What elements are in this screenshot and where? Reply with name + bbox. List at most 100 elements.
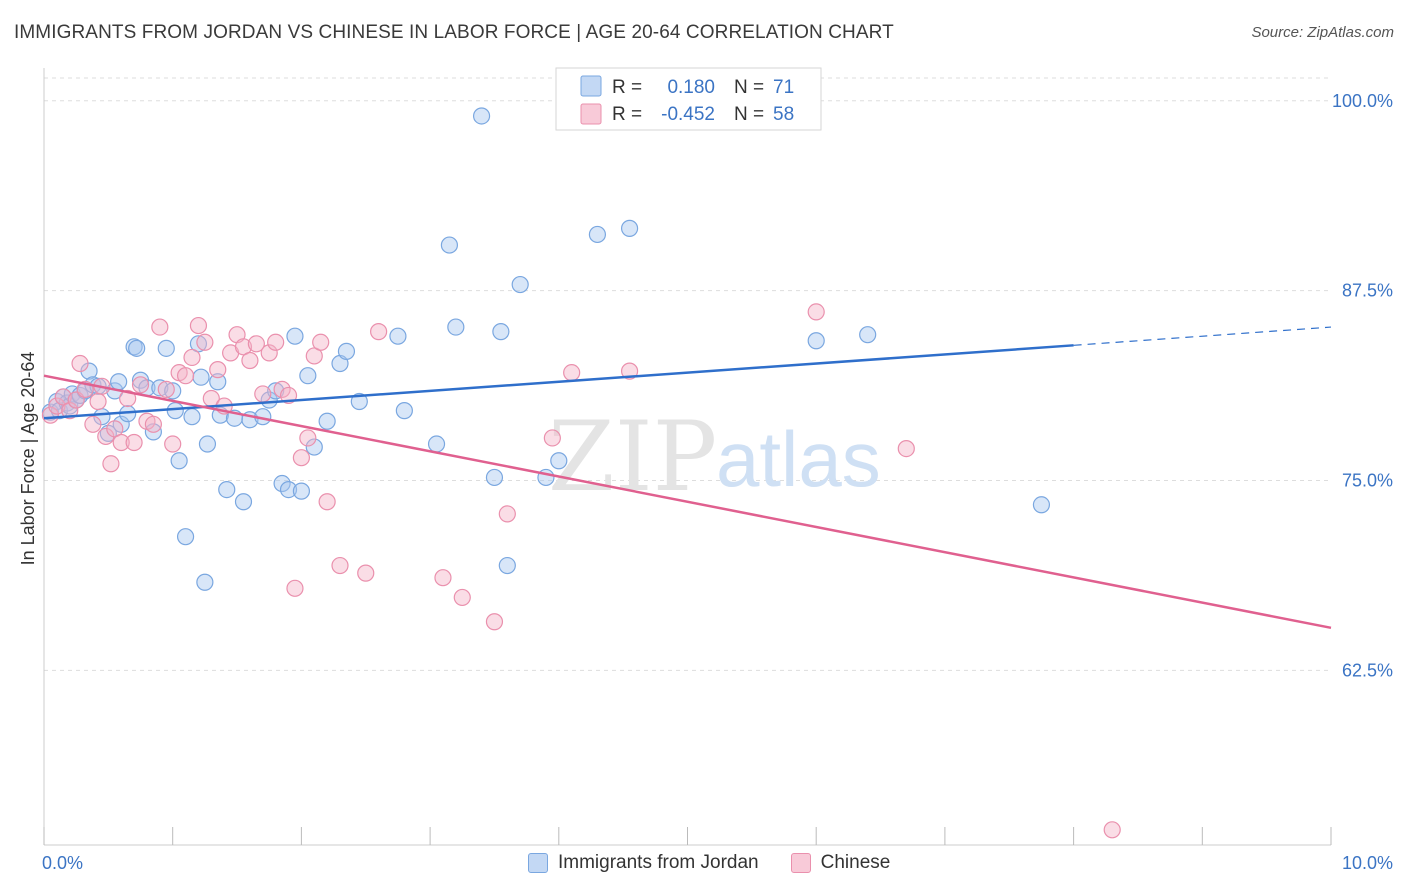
point-chinese (543, 429, 561, 447)
point-chinese (254, 385, 272, 403)
legend-n-value-1: 71 (773, 77, 794, 98)
legend-swatch-chinese-bottom (790, 853, 811, 873)
legend-r-label-1: R = (612, 77, 642, 98)
point-chinese (370, 323, 388, 341)
point-jordan (273, 474, 291, 493)
x-tick-label-max: 10.0% (1342, 853, 1393, 873)
legend-item-jordan: Immigrants from Jordan (528, 852, 759, 874)
point-jordan (620, 219, 639, 237)
trendline-jordan (43, 344, 1074, 420)
point-chinese (164, 435, 182, 453)
point-chinese (196, 333, 214, 351)
point-jordan (498, 556, 516, 575)
point-chinese (144, 415, 162, 433)
point-chinese (71, 354, 89, 373)
point-jordan (485, 468, 504, 487)
point-jordan (267, 382, 285, 400)
point-chinese (318, 493, 336, 511)
point-jordan (286, 327, 304, 345)
legend-label-chinese: Chinese (820, 852, 891, 873)
point-chinese (209, 361, 227, 379)
point-chinese (131, 376, 150, 394)
points-layer (41, 107, 1121, 839)
point-chinese (84, 415, 102, 433)
point-chinese (331, 556, 349, 575)
point-jordan (176, 528, 195, 546)
point-chinese (299, 429, 317, 447)
point-chinese (260, 344, 278, 362)
point-jordan (1032, 496, 1051, 514)
point-jordan (492, 323, 510, 341)
point-chinese (61, 402, 79, 420)
point-jordan (337, 342, 356, 360)
point-chinese (119, 389, 137, 408)
point-jordan (110, 373, 128, 391)
point-chinese (89, 392, 107, 411)
point-jordan (157, 339, 175, 357)
point-jordan (807, 332, 825, 350)
stats-legend: R = 0.180 N = 71 R = -0.452 N = 58 (555, 67, 822, 131)
point-chinese (620, 362, 639, 380)
point-chinese (176, 367, 195, 385)
y-tick-label: 75.0% (1342, 470, 1393, 490)
axes-layer (43, 68, 1332, 846)
point-chinese (312, 333, 330, 351)
point-jordan (164, 382, 182, 400)
point-jordan (305, 438, 323, 456)
point-jordan (209, 373, 227, 391)
point-jordan (389, 327, 407, 345)
legend-swatch-chinese (580, 103, 602, 125)
point-jordan (218, 480, 236, 499)
labels-layer: 62.5% 75.0% 87.5% 100.0% 0.0% 10.0% In Labor F… (18, 91, 1393, 873)
chart-source: Source: ZipAtlas.com (1251, 24, 1394, 41)
point-jordan (550, 452, 568, 470)
point-jordan (260, 391, 278, 409)
point-jordan (440, 236, 459, 254)
watermark-atlas: atlas (716, 415, 881, 503)
trendline-chinese (43, 374, 1332, 630)
watermark: ZIP atlas (548, 401, 881, 513)
point-chinese (1103, 821, 1121, 839)
point-chinese (286, 579, 304, 597)
point-jordan (279, 480, 298, 499)
point-chinese (48, 397, 66, 415)
point-chinese (151, 318, 169, 336)
point-chinese (183, 348, 201, 367)
grid-layer (44, 77, 1331, 671)
point-chinese (434, 569, 452, 587)
legend-n-label-2: N = (734, 104, 764, 125)
chart-title: IMMIGRANTS FROM JORDAN VS CHINESE IN LAB… (14, 22, 894, 43)
point-jordan (447, 318, 465, 336)
point-jordan (192, 368, 210, 386)
point-jordan (350, 392, 368, 411)
point-jordan (151, 379, 169, 397)
point-jordan (299, 367, 317, 385)
legend-item-chinese: Chinese (790, 852, 891, 874)
legend-r-label-2: R = (612, 104, 642, 125)
point-chinese (897, 439, 915, 458)
y-tick-label: 87.5% (1342, 281, 1393, 301)
point-jordan (166, 402, 184, 420)
point-jordan (511, 275, 529, 294)
point-jordan (859, 326, 877, 344)
point-jordan (170, 452, 188, 470)
point-chinese (102, 455, 120, 473)
point-chinese (241, 351, 259, 370)
legend-r-value-2: -0.452 (661, 104, 715, 125)
watermark-zip: ZIP (548, 401, 717, 513)
point-jordan (588, 225, 607, 244)
x-tick-label-min: 0.0% (42, 853, 83, 873)
point-chinese (498, 505, 516, 523)
point-chinese (807, 303, 825, 321)
point-jordan (198, 435, 217, 453)
legend-r-value-1: 0.180 (667, 77, 715, 98)
point-chinese (273, 380, 291, 398)
point-chinese (125, 433, 143, 452)
point-chinese (112, 433, 130, 452)
point-chinese (453, 588, 471, 607)
legend-n-label-1: N = (734, 77, 764, 98)
point-jordan (395, 402, 413, 420)
trend-layer (43, 326, 1332, 630)
legend-swatch-jordan (580, 75, 602, 97)
